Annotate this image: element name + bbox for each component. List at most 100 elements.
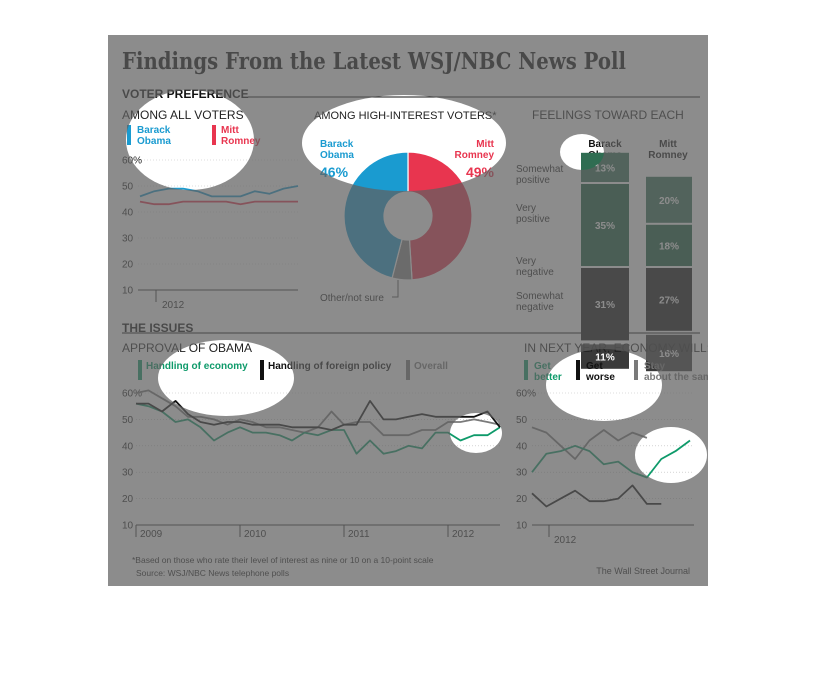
y-tick-label: 10: [122, 286, 134, 297]
feelings-row-label: negative: [516, 302, 554, 313]
feelings-row-label: Somewhat: [516, 291, 563, 302]
y-tick-label: 10: [516, 521, 528, 532]
poll-svg: Findings From the Latest WSJ/NBC News Po…: [122, 48, 708, 578]
y-tick-label: 50: [516, 415, 528, 426]
y-tick-label: 20: [516, 494, 528, 505]
feelings-col-romney-2: Romney: [648, 150, 688, 161]
y-tick-label: 50: [122, 182, 134, 193]
section-heading-voter-preference: VOTER PREFERENCE: [122, 87, 249, 101]
donut-obama-label-2: Obama: [320, 150, 354, 161]
credit-line: The Wall Street Journal: [596, 566, 690, 576]
y-tick-label: 10: [122, 521, 134, 532]
approval-axis: 10 20 30 40 50 60% 2009 2010 2011 2012: [122, 389, 500, 540]
source-line: Source: WSJ/NBC News telephone polls: [136, 568, 289, 578]
legend-label-romney-1: Mitt: [221, 125, 239, 136]
footnote: *Based on those who rate their level of …: [132, 555, 434, 565]
y-tick-label: 60%: [122, 156, 142, 167]
series-line-stay-same: [531, 426, 648, 460]
feelings-row-label: Very: [516, 203, 536, 214]
feelings-row-label: Very: [516, 256, 536, 267]
donut-romney-label-2: Romney: [455, 150, 495, 161]
approval-legend: Handling of economy Handling of foreign p…: [138, 360, 448, 380]
poll-graphic: Findings From the Latest WSJ/NBC News Po…: [108, 35, 708, 586]
legend-label: Handling of economy: [146, 361, 248, 372]
x-tick-label: 2011: [348, 529, 370, 540]
legend-label: Stay: [644, 361, 666, 372]
all-voters-x-label: 2012: [162, 300, 185, 311]
bar-value-label: 20%: [659, 196, 679, 207]
y-tick-label: 60%: [516, 389, 536, 400]
legend-label: Overall: [414, 361, 448, 372]
y-tick-label: 40: [122, 208, 134, 219]
legend-swatch-romney: [212, 125, 216, 145]
x-tick-label: 2010: [244, 529, 267, 540]
feelings-col-obama-1: Barack: [588, 139, 622, 150]
series-line-economy: [135, 402, 501, 455]
outlook-subtitle: IN NEXT YEAR, ECONOMY WILL:: [524, 341, 708, 355]
outlook-axis: 10 20 30 40 50 60%: [516, 389, 694, 537]
other-leader-line: [392, 280, 399, 298]
legend-swatch: [260, 360, 264, 380]
y-tick-label: 40: [122, 441, 134, 452]
legend-label-obama-2: Obama: [137, 136, 171, 147]
feelings-col-romney-1: Mitt: [659, 139, 677, 150]
y-tick-label: 50: [122, 415, 134, 426]
approval-subtitle: APPROVAL OF OBAMA: [122, 341, 252, 355]
approval-lines: [135, 389, 501, 455]
series-line-romney: [139, 200, 298, 206]
bar-value-label: 13%: [595, 163, 615, 174]
donut-slice-romney: [407, 151, 473, 281]
y-tick-label: 30: [516, 468, 528, 479]
legend-swatch-obama: [127, 125, 131, 145]
y-tick-label: 20: [122, 260, 134, 271]
outlook-x-label: 2012: [554, 535, 577, 546]
graphic-title: Findings From the Latest WSJ/NBC News Po…: [122, 48, 626, 75]
legend-label: Get: [534, 361, 551, 372]
x-tick-label: 2009: [140, 529, 163, 540]
donut-romney-value: 49%: [466, 164, 495, 180]
legend-label: Handling of foreign policy: [268, 361, 392, 372]
y-tick-label: 20: [122, 494, 134, 505]
feelings-row-label: positive: [516, 175, 550, 186]
series-line-overall: [135, 389, 501, 437]
legend-swatch: [406, 360, 410, 380]
all-voters-subtitle: AMONG ALL VOTERS: [122, 108, 244, 122]
series-line-get-worse: [531, 484, 662, 508]
legend-label-obama-1: Barack: [137, 125, 171, 136]
legend-label: Get: [586, 361, 603, 372]
legend-label: worse: [585, 372, 615, 383]
all-voters-lines: [139, 185, 299, 206]
legend-label: better: [534, 372, 562, 383]
legend-swatch: [524, 360, 528, 380]
all-voters-axis: 10 20 30 40 50 60%: [122, 156, 298, 302]
feelings-row-label: Somewhat: [516, 164, 563, 175]
legend-label: about the same: [644, 372, 708, 383]
bar-value-label: 27%: [659, 295, 679, 306]
donut-chart: [343, 151, 473, 281]
legend-swatch: [138, 360, 142, 380]
donut-obama-label-1: Barack: [320, 139, 354, 150]
feelings-bars: 13%35%31%11%20%18%27%16%: [581, 152, 692, 372]
x-tick-label: 2012: [452, 529, 475, 540]
y-tick-label: 60%: [122, 389, 142, 400]
legend-swatch: [576, 360, 580, 380]
outlook-lines: [531, 426, 691, 508]
series-line-foreign-policy: [136, 399, 501, 431]
high-interest-subtitle: AMONG HIGH-INTEREST VOTERS*: [314, 110, 497, 122]
y-tick-label: 30: [122, 468, 134, 479]
bar-value-label: 18%: [659, 241, 679, 252]
donut-obama-value: 46%: [320, 164, 349, 180]
y-tick-label: 40: [516, 441, 528, 452]
donut-romney-label-1: Mitt: [476, 139, 494, 150]
feelings-row-label: positive: [516, 214, 550, 225]
feelings-row-label: negative: [516, 267, 554, 278]
legend-label-romney-2: Romney: [221, 136, 261, 147]
bar-value-label: 31%: [595, 300, 615, 311]
series-line-obama: [139, 185, 299, 198]
donut-other-label: Other/not sure: [320, 293, 384, 304]
feelings-subtitle: FEELINGS TOWARD EACH: [532, 108, 684, 122]
bar-value-label: 35%: [595, 221, 615, 232]
feelings-row-labels: SomewhatpositiveVerypositiveVerynegative…: [516, 164, 563, 313]
legend-swatch: [634, 360, 638, 380]
y-tick-label: 30: [122, 234, 134, 245]
